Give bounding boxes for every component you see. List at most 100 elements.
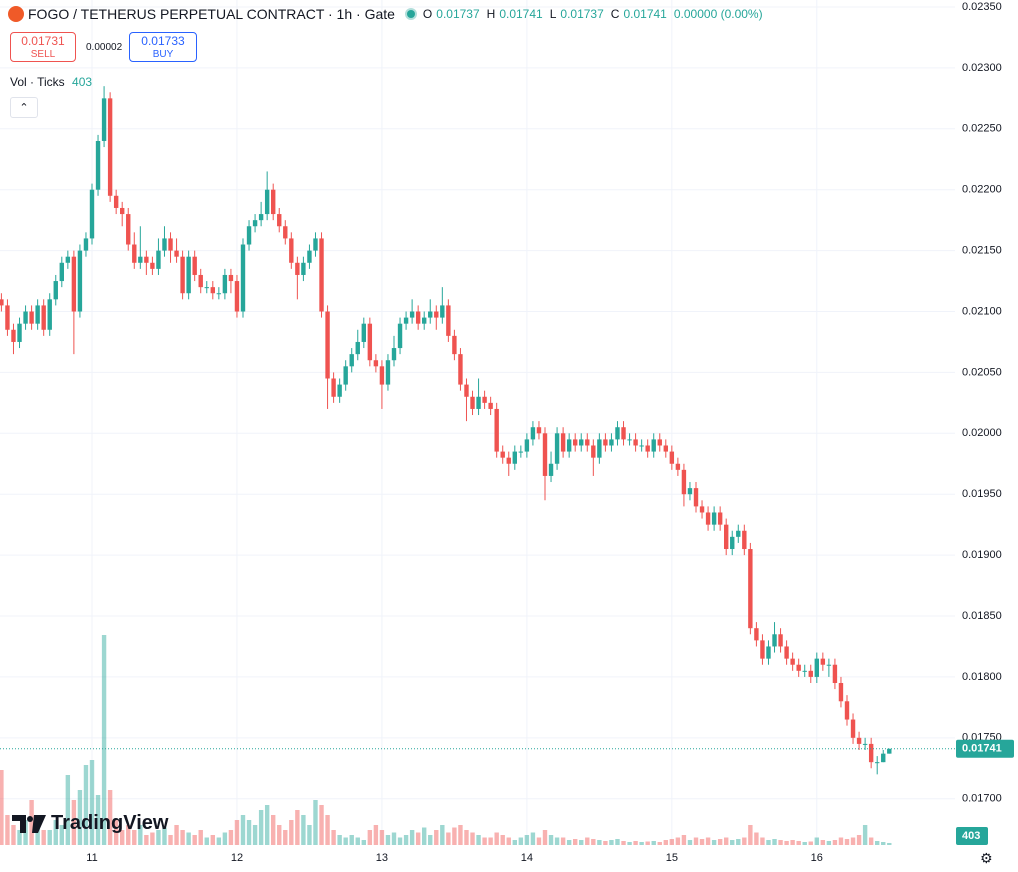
volume-bar: [23, 820, 28, 845]
candle-body: [228, 274, 234, 282]
volume-bar: [542, 830, 548, 845]
ohlc-key: O: [422, 7, 433, 21]
candle-body: [585, 439, 590, 446]
volume-bar: [126, 825, 131, 845]
candle-body: [11, 329, 16, 342]
volume-bar: [307, 825, 312, 845]
candle-body: [687, 488, 693, 495]
candle-body: [790, 658, 795, 665]
y-tick-label: 0.02250: [962, 123, 1002, 135]
volume-bar: [11, 825, 16, 845]
candle-body: [724, 524, 729, 550]
volume-bar: [373, 825, 379, 845]
volume-bar: [355, 837, 360, 845]
volume-bar: [168, 835, 173, 845]
volume-bar: [415, 832, 421, 845]
candle-body: [518, 451, 524, 453]
candle-body: [530, 427, 536, 440]
volume-bar: [337, 835, 342, 845]
candle-body: [23, 311, 28, 324]
volume-bar: [615, 839, 620, 845]
volume-bar: [808, 841, 813, 845]
volume-bar: [603, 841, 608, 845]
candle-body: [168, 238, 173, 251]
candle-body: [59, 262, 64, 282]
volume-bar: [101, 635, 107, 845]
candle-body: [609, 439, 614, 446]
collapse-button[interactable]: ⌃: [10, 97, 38, 118]
volume-bar: [844, 839, 850, 845]
candle-body: [210, 287, 215, 294]
volume-bar: [742, 837, 747, 845]
volume-bar: [609, 840, 614, 845]
volume-bar: [41, 830, 46, 845]
volume-bar: [621, 841, 626, 845]
candle-body: [603, 439, 608, 446]
volume-bar: [766, 840, 771, 845]
sell-button[interactable]: 0.01731 SELL: [10, 32, 76, 62]
candle-body: [554, 433, 560, 464]
candle-body: [120, 207, 125, 215]
candle-body: [627, 439, 632, 441]
y-tick-label: 0.02100: [962, 305, 1002, 317]
candle-body: [343, 366, 348, 385]
volume-bar: [657, 842, 662, 845]
candle-body: [319, 238, 324, 312]
candle-body: [675, 463, 681, 470]
volume-bar: [687, 840, 693, 845]
volume-bar: [277, 825, 282, 845]
volume-bar: [107, 790, 113, 845]
x-tick-label: 14: [521, 852, 533, 864]
volume-bar: [736, 839, 741, 845]
candle-body: [826, 664, 832, 666]
volume-bar: [554, 837, 560, 845]
ohlc-key: C: [610, 7, 620, 21]
brand-icon: [12, 814, 46, 833]
volume-bar: [651, 841, 656, 845]
y-tick-label: 0.02150: [962, 245, 1002, 257]
volume-bar: [216, 837, 222, 845]
volume-bar: [210, 835, 215, 845]
candle-body: [796, 664, 801, 671]
y-tick-label: 0.01950: [962, 488, 1002, 500]
volume-bar: [778, 840, 783, 845]
candle-body: [240, 244, 246, 312]
volume-bar: [0, 770, 4, 845]
volume-bar: [325, 815, 330, 845]
volume-bar: [174, 825, 179, 845]
candle-body: [397, 323, 403, 349]
candle-body: [47, 299, 52, 330]
candle-body: [264, 189, 270, 215]
settings-icon[interactable]: ⚙: [980, 850, 993, 866]
candle-body: [681, 469, 687, 495]
volume-bar: [132, 830, 137, 845]
volume-bar: [186, 832, 191, 845]
volume-bar: [319, 805, 324, 845]
candle-body: [355, 341, 360, 355]
ohlc-key: H: [486, 7, 496, 21]
y-tick-label: 0.02350: [962, 1, 1002, 13]
candle-body: [71, 256, 77, 312]
volume-bar: [856, 835, 862, 845]
candle-body: [132, 244, 137, 263]
volume-bar: [391, 832, 397, 845]
volume-bar: [705, 837, 711, 845]
candle-body: [150, 262, 155, 269]
status-dot: [406, 10, 415, 18]
candle-body: [258, 214, 264, 221]
change: 0.00000 (0.00%): [673, 7, 763, 21]
candle-body: [252, 220, 258, 227]
candle-body: [373, 360, 379, 367]
volume-bar: [35, 825, 40, 845]
candle-body: [29, 311, 34, 324]
volume-bar: [144, 835, 149, 845]
candle-body: [234, 281, 240, 312]
candle-body: [5, 305, 10, 330]
volume-bar: [500, 835, 505, 845]
y-tick-label: 0.02200: [962, 184, 1002, 196]
volume-bar: [246, 820, 252, 845]
volume-bar: [820, 840, 826, 845]
buy-button[interactable]: 0.01733 BUY: [129, 32, 197, 62]
volume-bar: [488, 837, 493, 845]
candle-body: [77, 250, 83, 312]
